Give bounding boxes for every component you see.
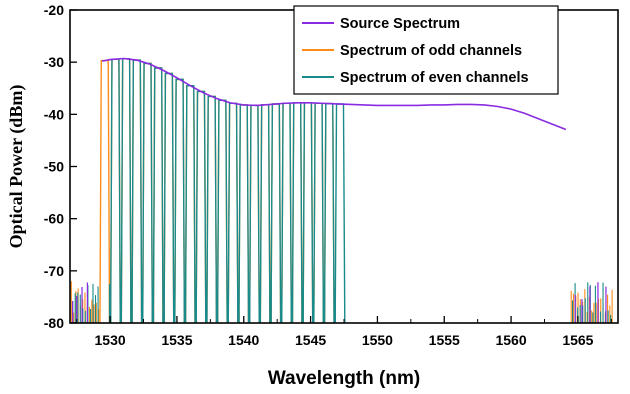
even-channels-series [72,58,612,323]
legend-box [293,5,559,95]
y-tick-label: -20 [44,2,64,18]
x-tick-label: 1555 [429,332,460,348]
x-tick-label: 1535 [161,332,192,348]
x-tick-label: 1540 [228,332,259,348]
x-axis-title: Wavelength (nm) [268,368,420,389]
y-axis: -20 -30 -40 -50 -60 -70 -80 [44,2,77,331]
legend: Source Spectrum Spectrum of odd channels… [293,5,559,95]
y-tick-label: -30 [44,54,64,70]
legend-label-even: Spectrum of even channels [340,70,529,86]
legend-label-odd: Spectrum of odd channels [340,43,522,59]
y-tick-label: -70 [44,263,64,279]
x-tick-label: 1545 [295,332,326,348]
y-axis-title: Optical Power (dBm) [6,85,27,249]
x-axis: 1530 1535 1540 1545 1550 1555 1560 1565 [76,316,612,348]
y-tick-label: -80 [44,315,64,331]
source-spectrum-series [72,57,607,323]
x-tick-label: 1550 [362,332,393,348]
even-channels-line [109,58,346,323]
x-tick-label: 1565 [562,332,593,348]
source-spectrum-line [101,57,567,131]
x-tick-label: 1560 [495,332,526,348]
x-tick-label: 1530 [95,332,126,348]
y-tick-label: -60 [44,211,64,227]
legend-label-source: Source Spectrum [340,16,460,32]
y-tick-label: -40 [44,106,64,122]
y-tick-label: -50 [44,159,64,175]
